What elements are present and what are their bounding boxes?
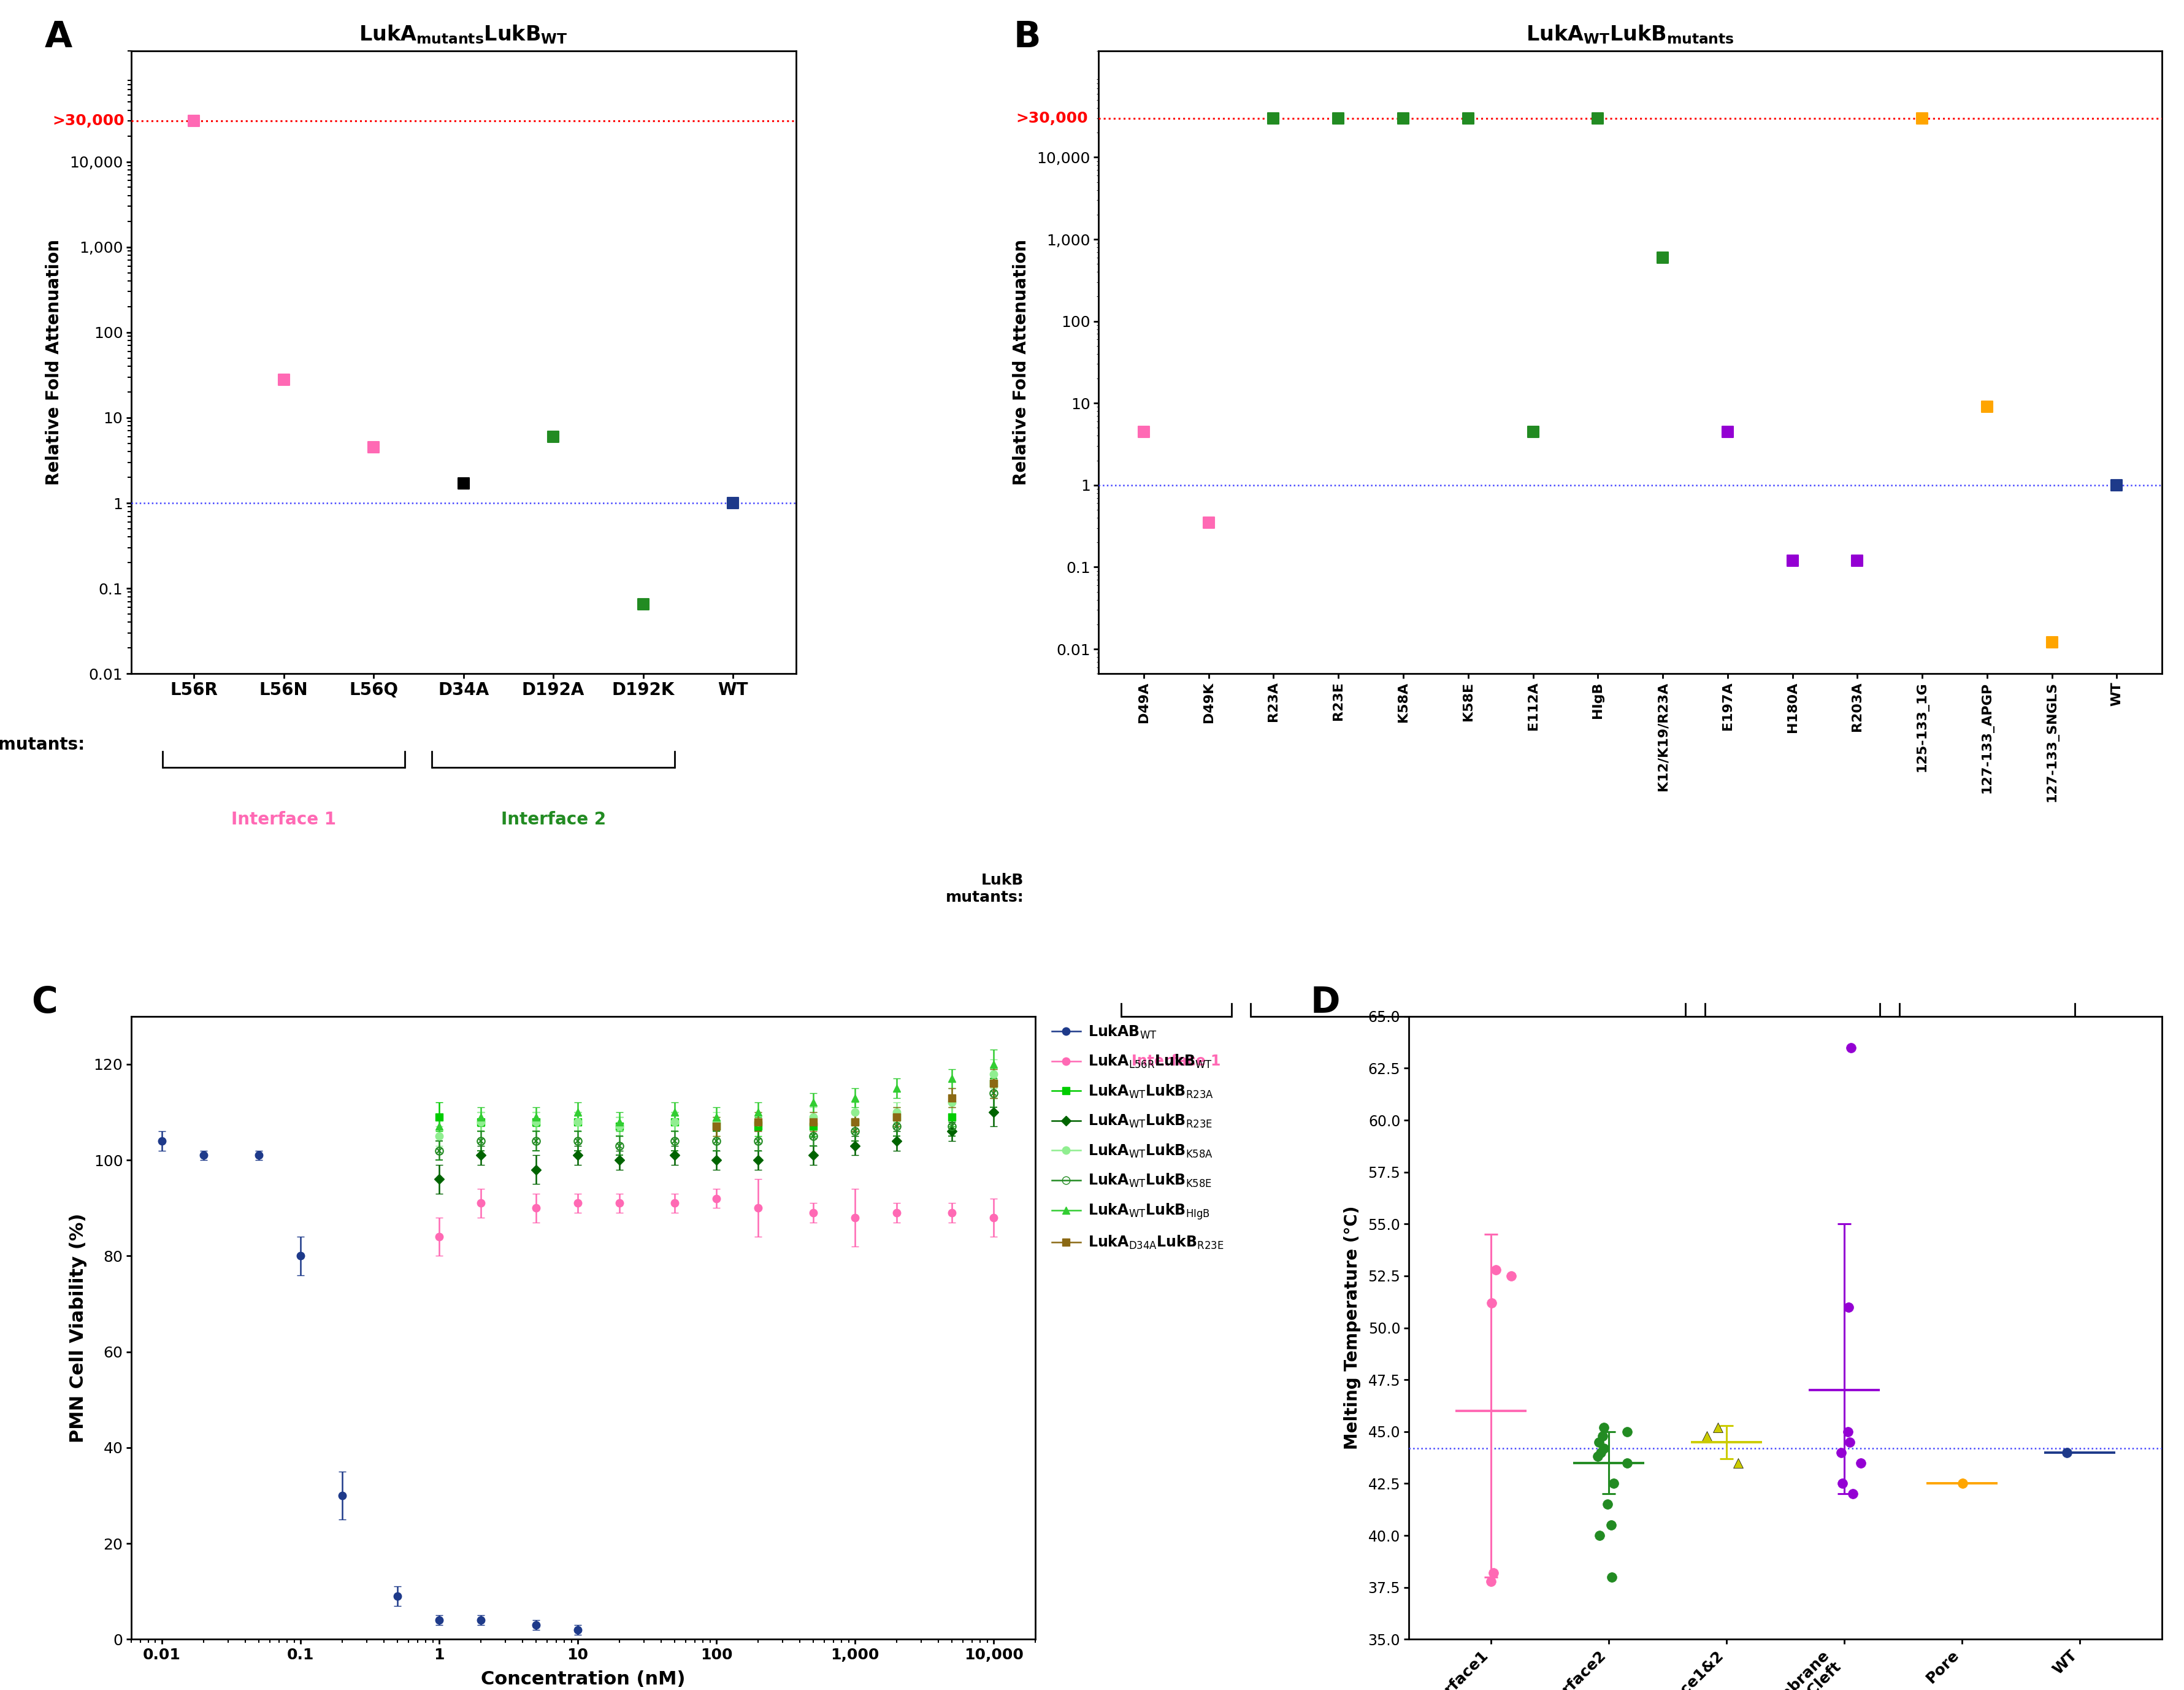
Point <box>1832 1428 1867 1455</box>
Point <box>1476 1560 1511 1587</box>
Y-axis label: Relative Fold Attenuation: Relative Fold Attenuation <box>46 240 63 485</box>
Point <box>1321 105 1356 132</box>
Point <box>1830 1418 1865 1445</box>
Y-axis label: PMN Cell Viability (%): PMN Cell Viability (%) <box>70 1213 87 1443</box>
Point <box>1701 1415 1736 1442</box>
Legend: LukAB$_{\mathrm{WT}}$, LukA$_{\mathrm{L56R}}$LukB$_{\mathrm{WT}}$, LukA$_{\mathr: LukAB$_{\mathrm{WT}}$, LukA$_{\mathrm{L5… <box>1053 1024 1223 1251</box>
Text: Membrane
Binding
Cleft: Membrane Binding Cleft <box>1754 1053 1830 1095</box>
Point <box>1839 548 1874 575</box>
Text: Pore: Pore <box>1968 1053 2005 1068</box>
Point <box>1904 105 1939 132</box>
Point <box>716 490 751 517</box>
Text: Interface 1: Interface 1 <box>1131 1053 1221 1068</box>
Point <box>1594 1511 1629 1538</box>
Point <box>1970 394 2005 421</box>
Point <box>1586 1435 1621 1462</box>
Point <box>1581 1443 1616 1470</box>
Point <box>1387 105 1422 132</box>
Text: A: A <box>44 20 72 54</box>
Point <box>446 470 480 497</box>
Point <box>1832 1034 1867 1061</box>
Text: LukA mutants:: LukA mutants: <box>0 735 85 754</box>
Point <box>1946 1470 1981 1497</box>
Point <box>1645 243 1679 270</box>
Point <box>1586 1415 1621 1442</box>
Point <box>1843 1450 1878 1477</box>
Point <box>1450 105 1485 132</box>
Point <box>1474 1568 1509 1595</box>
Point <box>1586 1423 1621 1450</box>
Y-axis label: Melting Temperature (°C): Melting Temperature (°C) <box>1343 1207 1361 1450</box>
Point <box>1610 1418 1645 1445</box>
Point <box>1590 1491 1625 1518</box>
Text: Interface 2: Interface 2 <box>1424 1053 1514 1068</box>
Point <box>535 422 570 450</box>
Point <box>266 367 301 394</box>
Point <box>1594 1563 1629 1590</box>
Point <box>1835 1480 1870 1507</box>
Point <box>1597 1470 1631 1497</box>
Point <box>625 591 660 619</box>
Text: >30,000: >30,000 <box>52 113 124 128</box>
Point <box>1830 1293 1865 1320</box>
Point <box>2049 1438 2084 1465</box>
Text: C: C <box>31 985 57 1021</box>
Point <box>1710 417 1745 444</box>
Point <box>1474 1289 1509 1317</box>
Text: Interface 2: Interface 2 <box>500 811 605 828</box>
Point <box>2099 472 2134 499</box>
Point <box>2035 629 2070 656</box>
Point <box>1516 417 1551 444</box>
Point <box>1479 1256 1514 1283</box>
Point <box>1721 1450 1756 1477</box>
Point <box>1610 1450 1645 1477</box>
Point <box>177 108 212 135</box>
Text: Interface 1: Interface 1 <box>232 811 336 828</box>
Point <box>1127 417 1162 444</box>
Point <box>1190 509 1225 536</box>
Text: B: B <box>1013 20 1040 54</box>
Point <box>1581 105 1616 132</box>
Point <box>1583 1438 1618 1465</box>
Point <box>1581 1523 1616 1550</box>
Point <box>1824 1470 1859 1497</box>
Point <box>1256 105 1291 132</box>
Text: D: D <box>1310 985 1341 1021</box>
X-axis label: Concentration (nM): Concentration (nM) <box>480 1671 686 1688</box>
Point <box>1690 1423 1725 1450</box>
Point <box>1581 1428 1616 1455</box>
Point <box>1824 1438 1859 1465</box>
Point <box>356 434 391 461</box>
Title: LukA$_{\mathbf{mutants}}$LukB$_{\mathbf{WT}}$: LukA$_{\mathbf{mutants}}$LukB$_{\mathbf{… <box>358 24 568 46</box>
Text: >30,000: >30,000 <box>1016 112 1088 125</box>
Title: LukA$_{\mathbf{WT}}$LukB$_{\mathbf{mutants}}$: LukA$_{\mathbf{WT}}$LukB$_{\mathbf{mutan… <box>1527 24 1734 46</box>
Point <box>1494 1262 1529 1289</box>
Y-axis label: Relative Fold Attenuation: Relative Fold Attenuation <box>1013 240 1031 485</box>
Point <box>1776 548 1811 575</box>
Text: LukB
mutants:: LukB mutants: <box>946 874 1024 904</box>
